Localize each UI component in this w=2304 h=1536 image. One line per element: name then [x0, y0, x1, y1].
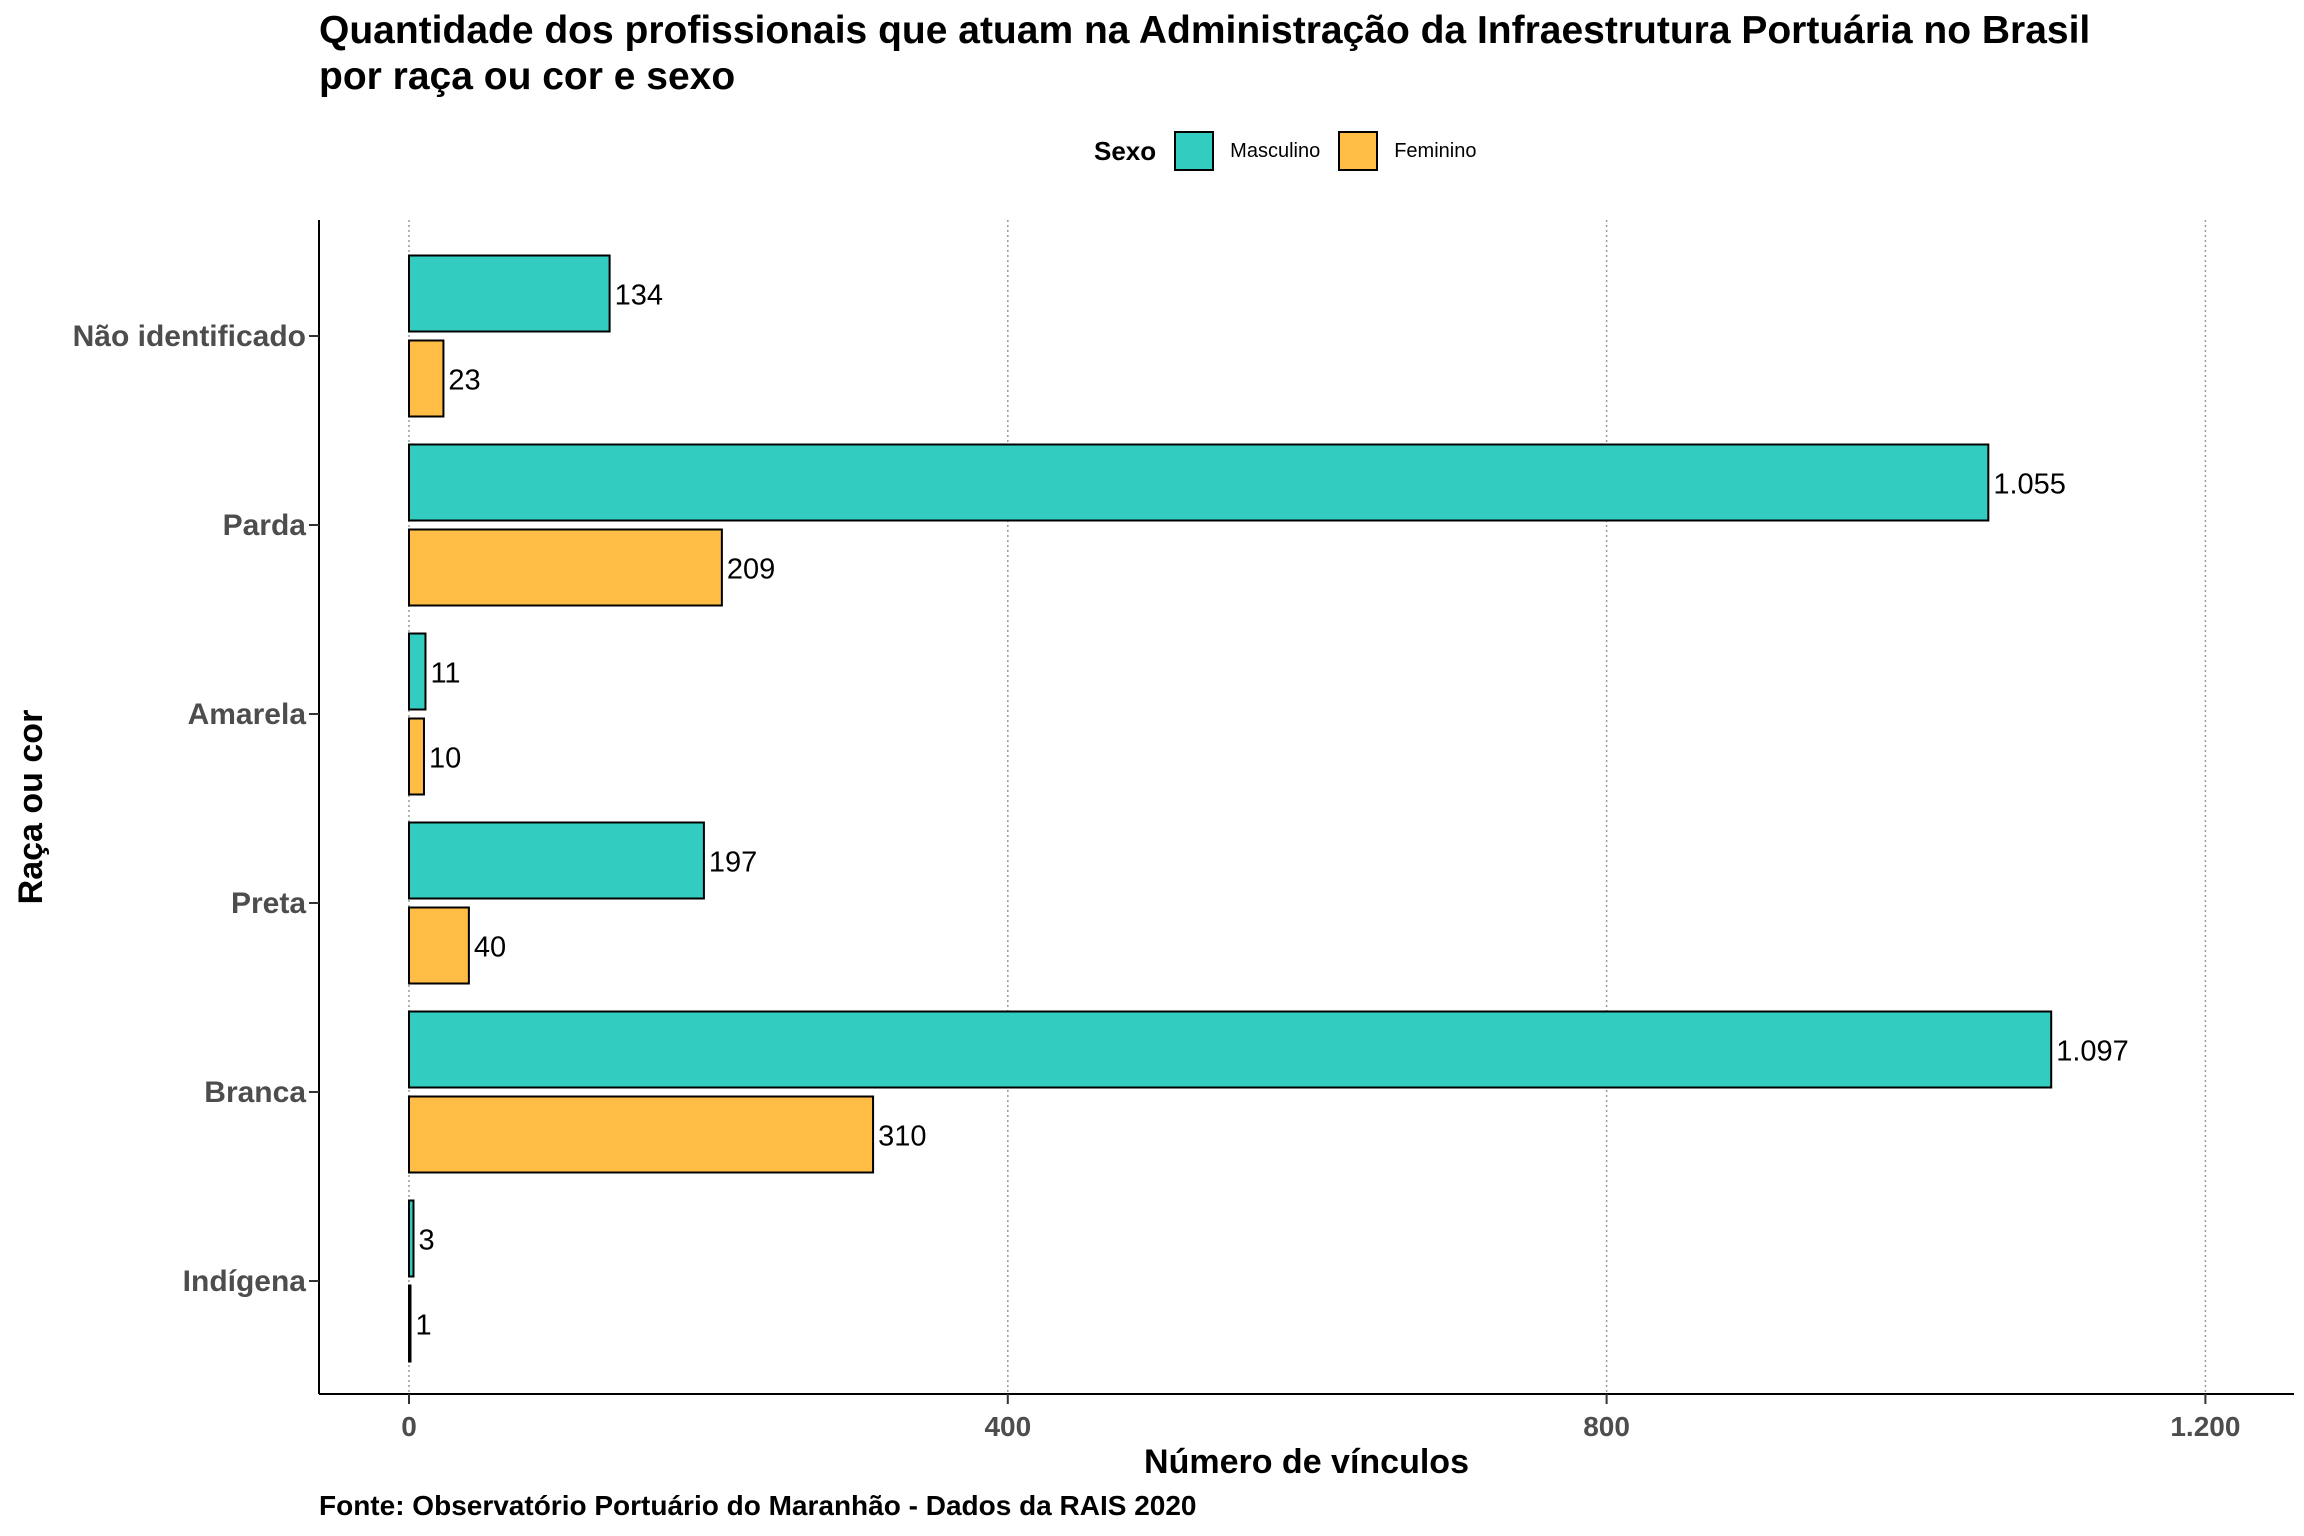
data-label-feminino-3: 40: [474, 932, 506, 964]
bar-feminino-4: [408, 1095, 875, 1174]
chart-title-line-1: Quantidade dos profissionais que atuam n…: [319, 9, 2091, 52]
y-tick-label-2: Amarela: [188, 698, 307, 731]
bar-masculino-4: [408, 1010, 2053, 1089]
legend-label-masculino: Masculino: [1230, 139, 1321, 162]
bar-feminino-0: [408, 339, 445, 418]
legend-item-masculino: Masculino: [1174, 131, 1320, 171]
data-label-feminino-4: 310: [878, 1121, 926, 1153]
data-label-feminino-0: 23: [448, 365, 480, 397]
bar-masculino-0: [408, 254, 611, 333]
x-tick-label-3: 1.200: [2170, 1411, 2240, 1442]
data-label-masculino-3: 197: [709, 847, 757, 879]
chart-title: Quantidade dos profissionais que atuam n…: [319, 8, 2090, 100]
bar-feminino-1: [408, 528, 723, 607]
chart-subtitle: por raça ou cor e sexo: [319, 55, 736, 98]
bar-feminino-3: [408, 906, 470, 985]
data-label-masculino-1: 1.055: [1993, 469, 2066, 501]
bar-masculino-3: [408, 821, 705, 900]
legend: Sexo Masculino Feminino: [1094, 128, 1494, 174]
data-label-feminino-2: 10: [429, 743, 461, 775]
y-axis-title: Raça ou cor: [12, 710, 50, 905]
y-tick-label-5: Indígena: [183, 1265, 307, 1298]
data-label-masculino-2: 11: [430, 658, 460, 690]
x-tick-label-1: 400: [984, 1411, 1031, 1442]
data-label-masculino-0: 134: [615, 280, 663, 312]
bar-masculino-2: [408, 632, 427, 711]
source-caption: Fonte: Observatório Portuário do Maranhã…: [319, 1490, 1197, 1521]
y-tick-label-0: Não identificado: [73, 320, 306, 353]
y-tick-label-3: Preta: [231, 887, 306, 920]
bar-feminino-2: [408, 717, 425, 796]
x-axis-title: Número de vínculos: [1144, 1443, 1469, 1481]
data-label-feminino-1: 209: [727, 554, 775, 586]
y-tick-label-1: Parda: [223, 509, 307, 542]
bar-masculino-5: [408, 1199, 415, 1278]
data-label-feminino-5: 1: [415, 1310, 431, 1342]
bar-masculino-1: [408, 443, 1990, 522]
y-tick-label-4: Branca: [204, 1076, 306, 1109]
data-label-masculino-4: 1.097: [2056, 1036, 2129, 1068]
legend-swatch-feminino: [1338, 131, 1379, 171]
legend-item-feminino: Feminino: [1338, 131, 1476, 171]
bar-feminino-5: [408, 1284, 412, 1363]
legend-title: Sexo: [1094, 135, 1157, 166]
data-label-masculino-5: 3: [418, 1225, 434, 1257]
legend-swatch-masculino: [1174, 131, 1215, 171]
legend-label-feminino: Feminino: [1394, 139, 1477, 162]
x-tick-label-2: 800: [1583, 1411, 1630, 1442]
x-tick-label-0: 0: [401, 1411, 417, 1442]
